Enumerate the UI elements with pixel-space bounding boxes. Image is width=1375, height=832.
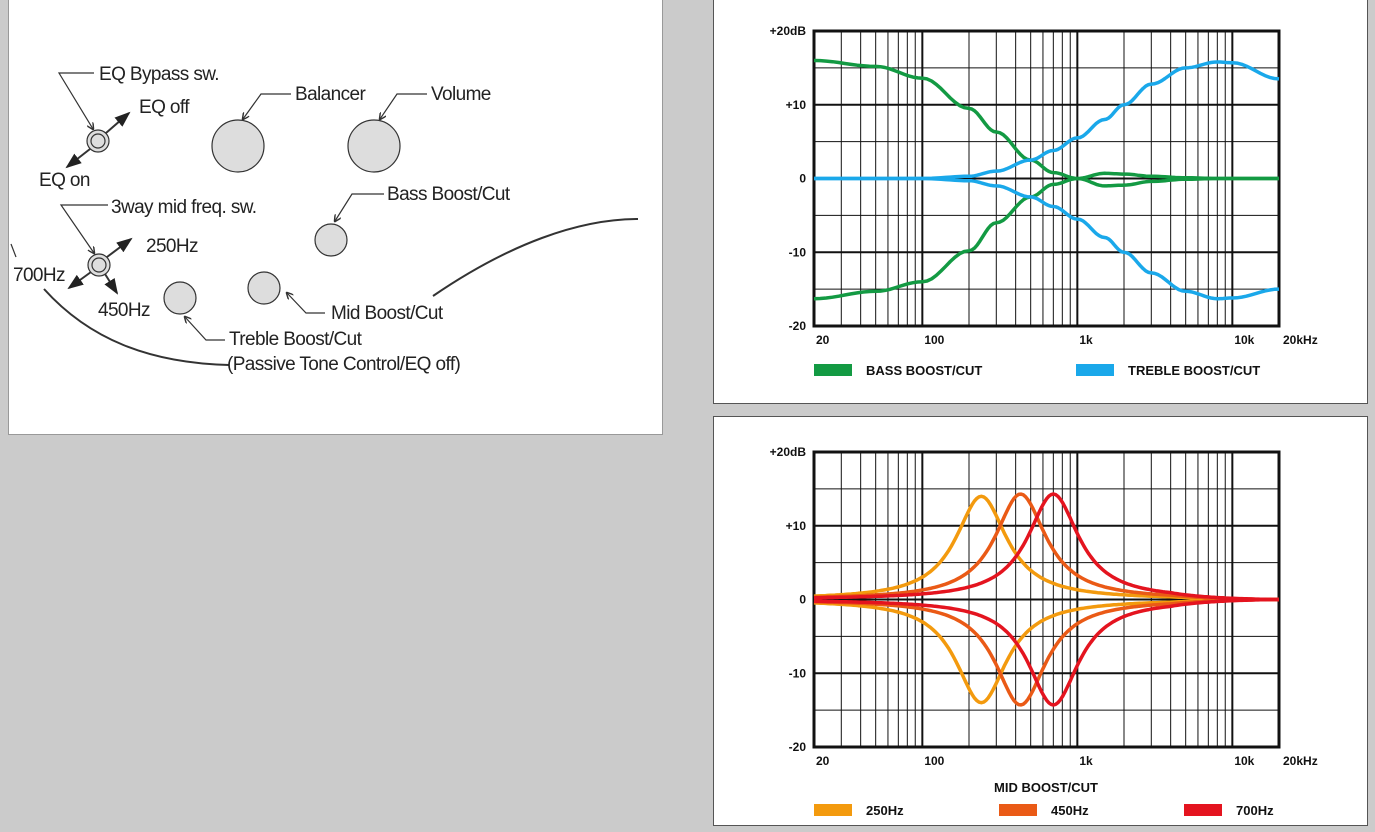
y-tick-label: +20dB <box>770 445 807 459</box>
y-tick-label: -10 <box>789 245 807 259</box>
body-outline <box>432 218 639 297</box>
legend-swatch <box>1076 364 1114 376</box>
y-tick-label: +10 <box>786 98 807 112</box>
x-tick-label: 20 <box>816 333 830 347</box>
series-line-450Hz <box>813 492 1279 602</box>
series-line-bass-boost-cut <box>813 58 1279 181</box>
y-tick-label: 0 <box>799 593 806 607</box>
bass-knob <box>314 223 348 257</box>
series-line-700Hz <box>813 492 1279 602</box>
y-tick-label: -10 <box>789 666 807 680</box>
series-line-450Hz <box>813 597 1279 707</box>
mid-knob <box>247 271 281 305</box>
y-tick-label: +10 <box>786 519 807 533</box>
series-line-bass-boost-cut <box>813 176 1279 301</box>
bass-treble-chart-panel: +20dB +10 0 -10 -20 20 100 1k 10k 20kHz BASS BOOST… <box>713 0 1368 404</box>
700hz-label: 700Hz <box>13 265 65 286</box>
x-tick-label: 20 <box>816 754 830 768</box>
x-tick-label: 10k <box>1234 754 1254 768</box>
y-tick-label: +20dB <box>770 24 807 38</box>
balancer-label: Balancer <box>295 84 366 105</box>
series-line-treble-boost-cut <box>814 60 1280 181</box>
controls-diagram-panel: EQ Bypass sw. EQ off EQ on Balancer Volu… <box>8 0 663 435</box>
legend-label: TREBLE BOOST/CUT <box>1128 363 1260 378</box>
bass-label: Bass Boost/Cut <box>387 184 511 205</box>
legend-label: BASS BOOST/CUT <box>866 363 982 378</box>
chart-title: MID BOOST/CUT <box>994 780 1098 795</box>
legend-label: 250Hz <box>866 803 904 818</box>
x-tick-label: 1k <box>1079 333 1093 347</box>
x-tick-label: 20kHz <box>1283 333 1318 347</box>
x-tick-label: 1k <box>1079 754 1093 768</box>
bass-treble-chart: +20dB +10 0 -10 -20 20 100 1k 10k 20kHz BASS BOOST… <box>770 24 1318 378</box>
legend-swatch <box>814 364 852 376</box>
450hz-label: 450Hz <box>98 300 150 321</box>
x-tick-label: 20kHz <box>1283 754 1318 768</box>
legend-label: 700Hz <box>1236 803 1274 818</box>
body-outline <box>43 288 230 366</box>
x-tick-label: 100 <box>924 754 944 768</box>
treble-knob <box>163 281 197 315</box>
volume-label: Volume <box>431 84 491 105</box>
legend-swatch <box>1184 804 1222 816</box>
y-tick-label: -20 <box>789 319 807 333</box>
legend-swatch <box>814 804 852 816</box>
body-outline <box>10 243 17 258</box>
x-tick-label: 10k <box>1234 333 1254 347</box>
mid-switch-label: 3way mid freq. sw. <box>111 197 256 218</box>
legend-swatch <box>999 804 1037 816</box>
series-line-250Hz <box>813 597 1279 705</box>
passive-label: (Passive Tone Control/EQ off) <box>227 354 461 375</box>
eq-bypass-label: EQ Bypass sw. <box>99 64 219 85</box>
volume-knob <box>347 119 401 173</box>
y-tick-label: -20 <box>789 740 807 754</box>
250hz-label: 250Hz <box>146 236 198 257</box>
x-tick-label: 100 <box>924 333 944 347</box>
controls-diagram: EQ Bypass sw. EQ off EQ on Balancer Volu… <box>10 64 639 375</box>
mid-label: Mid Boost/Cut <box>331 303 444 324</box>
legend-label: 450Hz <box>1051 803 1089 818</box>
eq-off-label: EQ off <box>139 97 190 118</box>
mid-chart-panel: +20dB +10 0 -10 -20 20 100 1k 10k 20kHz MID BOOST/… <box>713 416 1368 826</box>
eq-on-label: EQ on <box>39 170 90 191</box>
balancer-knob <box>211 119 265 173</box>
treble-label: Treble Boost/Cut <box>229 329 363 350</box>
y-tick-label: 0 <box>799 172 806 186</box>
series-line-250Hz <box>813 494 1279 602</box>
series-line-treble-boost-cut <box>814 176 1280 301</box>
mid-chart: +20dB +10 0 -10 -20 20 100 1k 10k 20kHz MID BOOST/… <box>770 445 1318 818</box>
series-line-700Hz <box>813 597 1279 707</box>
